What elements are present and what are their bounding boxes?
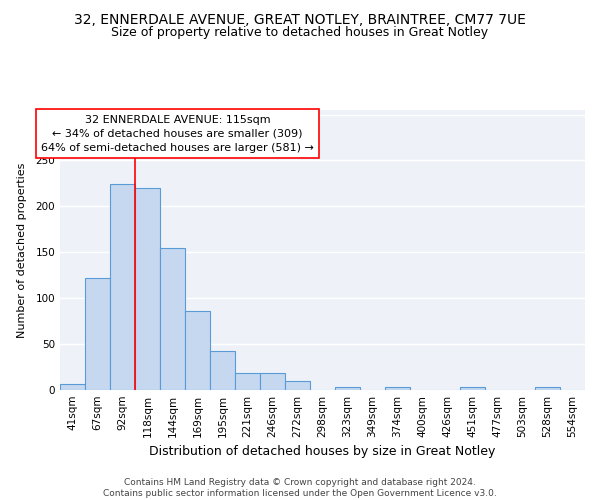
Bar <box>260 374 285 390</box>
X-axis label: Distribution of detached houses by size in Great Notley: Distribution of detached houses by size … <box>149 446 496 458</box>
Bar <box>185 311 210 390</box>
Bar <box>335 387 360 390</box>
Bar <box>160 248 185 390</box>
Bar <box>210 350 235 390</box>
Bar <box>135 188 160 390</box>
Bar <box>460 387 485 390</box>
Bar <box>110 184 135 390</box>
Bar <box>235 374 260 390</box>
Bar <box>385 387 410 390</box>
Text: Size of property relative to detached houses in Great Notley: Size of property relative to detached ho… <box>112 26 488 39</box>
Y-axis label: Number of detached properties: Number of detached properties <box>17 162 27 338</box>
Bar <box>85 278 110 390</box>
Text: Contains HM Land Registry data © Crown copyright and database right 2024.
Contai: Contains HM Land Registry data © Crown c… <box>103 478 497 498</box>
Text: 32, ENNERDALE AVENUE, GREAT NOTLEY, BRAINTREE, CM77 7UE: 32, ENNERDALE AVENUE, GREAT NOTLEY, BRAI… <box>74 12 526 26</box>
Bar <box>60 384 85 390</box>
Bar <box>285 381 310 390</box>
Bar <box>535 387 560 390</box>
Text: 32 ENNERDALE AVENUE: 115sqm
← 34% of detached houses are smaller (309)
64% of se: 32 ENNERDALE AVENUE: 115sqm ← 34% of det… <box>41 114 314 152</box>
